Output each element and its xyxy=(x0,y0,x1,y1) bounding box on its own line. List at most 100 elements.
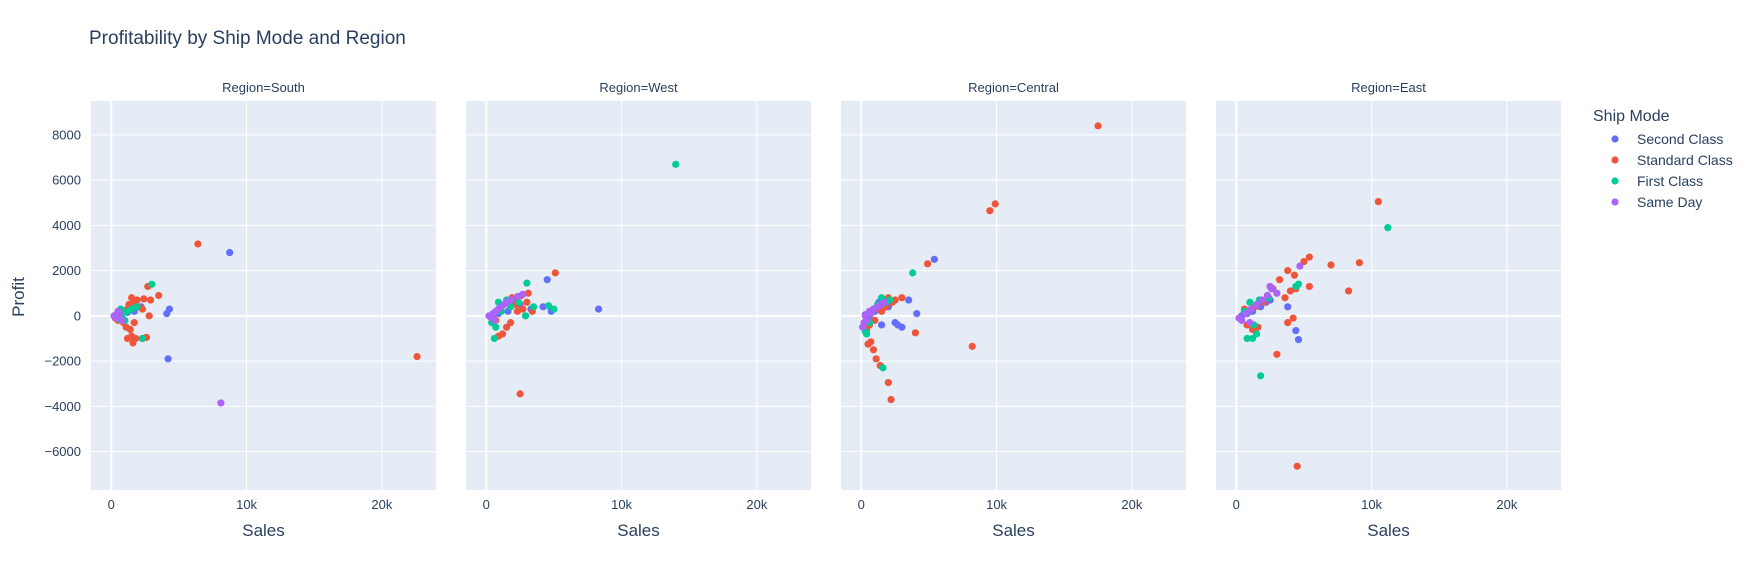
scatter-points xyxy=(1235,198,1392,470)
scatter-point xyxy=(863,316,871,324)
scatter-points xyxy=(485,160,680,398)
scatter-point xyxy=(516,390,524,398)
plot-background xyxy=(1216,101,1561,490)
scatter-point xyxy=(490,334,499,343)
x-tick-label: 0 xyxy=(1233,497,1240,512)
y-tick-label: 2000 xyxy=(52,263,81,278)
scatter-point xyxy=(130,319,138,327)
scatter-point xyxy=(923,260,932,268)
x-tick-label: 20k xyxy=(746,497,767,512)
scatter-point xyxy=(1246,298,1254,306)
x-tick-label: 10k xyxy=(611,497,632,512)
scatter-point xyxy=(864,340,872,348)
scatter-point xyxy=(217,399,225,407)
scatter-point xyxy=(138,305,147,313)
legend-items: Second Class Standard Class First Class Sam… xyxy=(1611,131,1733,210)
legend-title: Ship Mode xyxy=(1593,108,1670,125)
x-tick-label: 20k xyxy=(1496,497,1517,512)
scatter-point xyxy=(887,395,895,404)
legend-label: Standard Class xyxy=(1637,152,1733,168)
scatter-point xyxy=(913,309,921,318)
y-tick-label: 8000 xyxy=(52,127,81,142)
facet-title: Region=Central xyxy=(968,80,1059,95)
legend-marker xyxy=(1611,177,1619,185)
scatter-point xyxy=(872,355,880,363)
scatter-point xyxy=(594,305,603,313)
scatter-point xyxy=(1243,334,1251,343)
x-axis-title: Sales xyxy=(1367,521,1410,540)
scatter-point xyxy=(1266,282,1274,291)
scatter-point xyxy=(544,302,553,310)
scatter-point xyxy=(930,255,938,263)
x-axis-title: Sales xyxy=(992,521,1035,540)
scatter-point xyxy=(1235,314,1243,322)
scatter-point xyxy=(515,298,523,306)
scatter-point xyxy=(126,325,134,334)
scatter-point xyxy=(1284,319,1292,327)
scatter-points xyxy=(110,240,421,407)
scatter-point xyxy=(127,305,136,313)
x-tick-label: 10k xyxy=(1361,497,1382,512)
x-tick-label: 0 xyxy=(858,497,865,512)
y-tick-label: −6000 xyxy=(44,444,81,459)
y-tick-label: 6000 xyxy=(52,173,81,188)
scatter-point xyxy=(869,346,878,354)
scatter-point xyxy=(1344,287,1353,295)
y-tick-label: −4000 xyxy=(44,399,81,414)
scatter-point xyxy=(502,323,511,331)
x-axis-title: Sales xyxy=(617,521,660,540)
legend-marker xyxy=(1611,198,1619,206)
scatter-point xyxy=(146,296,155,304)
facet-panel: 0 10k 20k Region=East Sales xyxy=(1216,80,1561,540)
x-tick-label: 0 xyxy=(483,497,490,512)
scatter-point xyxy=(909,269,917,277)
plot-background xyxy=(91,101,436,490)
scatter-point xyxy=(133,303,141,311)
scatter-point xyxy=(1286,287,1295,295)
scatter-point xyxy=(194,240,202,248)
scatter-point xyxy=(1384,224,1392,232)
scatter-point xyxy=(1258,296,1266,304)
scatter-point xyxy=(543,276,551,284)
scatter-point xyxy=(991,200,999,208)
y-tick-label: 4000 xyxy=(52,218,81,233)
legend-marker xyxy=(1611,156,1619,164)
scatter-point xyxy=(672,160,680,168)
scatter-point xyxy=(530,303,538,311)
scatter-point xyxy=(871,316,879,324)
x-tick-label: 20k xyxy=(1121,497,1142,512)
facet-title: Region=East xyxy=(1351,80,1426,95)
scatter-point xyxy=(523,279,531,287)
facet-title: Region=West xyxy=(599,80,678,95)
scatter-point xyxy=(1257,372,1265,380)
scatter-point xyxy=(1305,282,1313,291)
scatter-point xyxy=(519,305,527,313)
scatter-point xyxy=(523,298,531,306)
scatter-point xyxy=(1327,261,1335,269)
scatter-point xyxy=(879,364,887,372)
scatter-point xyxy=(894,321,902,329)
scatter-point xyxy=(163,309,171,318)
scatter-point xyxy=(1247,305,1255,313)
scatter-point xyxy=(1305,253,1313,261)
legend-label: First Class xyxy=(1637,173,1703,189)
scatter-points xyxy=(859,122,1102,404)
chart-title: Profitability by Ship Mode and Region xyxy=(89,28,406,49)
scatter-point xyxy=(1296,262,1304,270)
scatter-point xyxy=(114,307,122,315)
scatter-point xyxy=(859,323,867,331)
scatter-point xyxy=(226,248,234,257)
scatter-point xyxy=(1294,336,1303,344)
plot-background xyxy=(841,101,1186,490)
scatter-point xyxy=(905,296,913,304)
scatter-point xyxy=(1290,271,1299,279)
scatter-point xyxy=(898,294,906,302)
scatter-point xyxy=(539,303,547,311)
y-tick-label: 0 xyxy=(74,308,81,323)
scatter-point xyxy=(1252,300,1261,309)
scatter-point xyxy=(118,316,126,324)
scatter-point xyxy=(1292,326,1300,335)
scatter-point xyxy=(123,334,132,343)
scatter-point xyxy=(986,207,994,215)
